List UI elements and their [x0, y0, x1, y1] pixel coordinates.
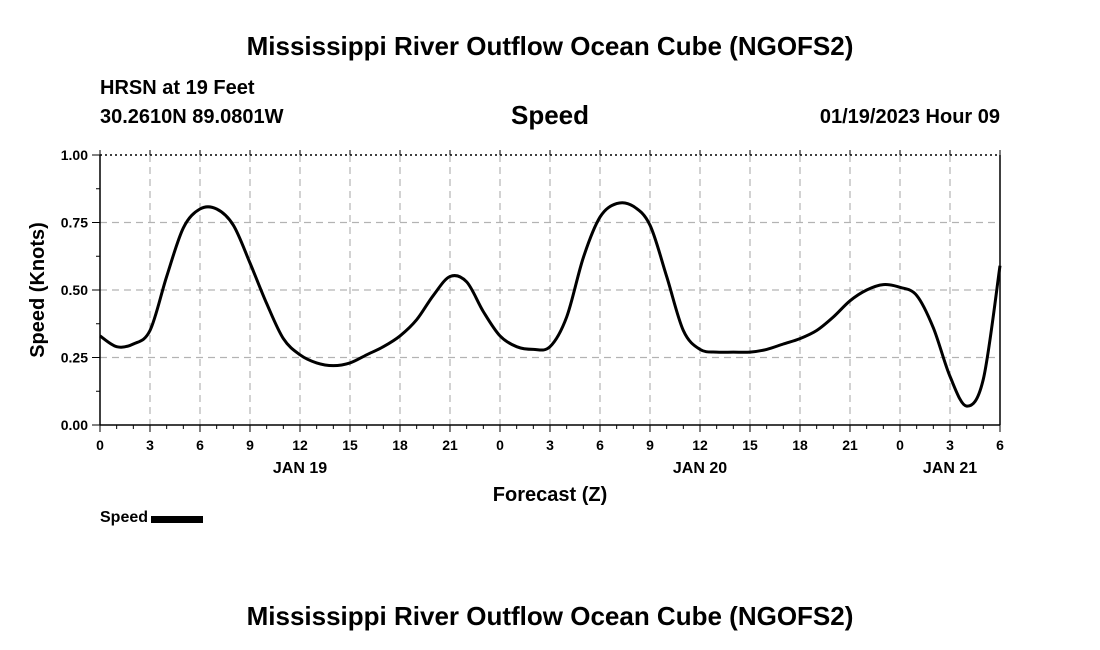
x-tick-label: 21	[842, 437, 858, 453]
x-tick-label: 6	[596, 437, 604, 453]
y-tick-label: 1.00	[61, 147, 88, 163]
y-tick-label: 0.00	[61, 417, 88, 433]
x-tick-label: 6	[196, 437, 204, 453]
x-tick-label: 9	[646, 437, 654, 453]
x-tick-label: 0	[896, 437, 904, 453]
x-tick-label: 9	[246, 437, 254, 453]
speed-series-line	[99, 201, 1002, 408]
station-coordinates: 30.2610N 89.0801W	[100, 106, 284, 128]
y-tick-label: 0.25	[61, 350, 88, 366]
x-tick-label: 3	[546, 437, 554, 453]
x-tick-label: 6	[996, 437, 1004, 453]
y-axis-label: Speed (Knots)	[27, 222, 49, 358]
x-tick-label: 18	[392, 437, 408, 453]
x-date-label: JAN 19	[273, 460, 327, 477]
page-title-repeat: Mississippi River Outflow Ocean Cube (NG…	[246, 601, 854, 631]
chart-title: Speed	[510, 100, 590, 130]
speed-chart: 0.00 0.25 0.50 0.75 1.00 0 3 6 9 12 15 18 21 0 3 6 9 12 1…	[27, 147, 1004, 506]
chart-grid	[100, 155, 1000, 425]
x-tick-label: 15	[742, 437, 758, 453]
x-axis-label: Forecast (Z)	[493, 484, 607, 506]
x-tick-label: 21	[442, 437, 458, 453]
x-tick-label: 12	[692, 437, 708, 453]
x-date-label: JAN 21	[923, 460, 977, 477]
x-tick-label: 15	[342, 437, 358, 453]
x-tick-label: 3	[146, 437, 154, 453]
y-axis: 0.00 0.25 0.50 0.75 1.00	[61, 147, 100, 433]
x-tick-label: 18	[792, 437, 808, 453]
x-tick-label: 0	[496, 437, 504, 453]
legend-swatch	[151, 516, 204, 523]
y-tick-label: 0.50	[61, 282, 88, 298]
page-title: Mississippi River Outflow Ocean Cube (NG…	[246, 31, 854, 61]
x-tick-label: 0	[96, 437, 104, 453]
y-tick-label: 0.75	[61, 215, 88, 231]
forecast-timestamp: 01/19/2023 Hour 09	[819, 106, 1000, 128]
chart-legend: Speed	[100, 509, 204, 527]
x-date-label: JAN 20	[673, 460, 727, 477]
x-tick-label: 12	[292, 437, 308, 453]
station-label: HRSN at 19 Feet	[100, 77, 255, 99]
x-tick-label: 3	[946, 437, 954, 453]
x-axis: 0 3 6 9 12 15 18 21 0 3 6 9 12 15 18 21 0 3 6 JAN 19 JAN 20 J…	[96, 150, 1004, 477]
legend-label: Speed	[100, 509, 149, 526]
